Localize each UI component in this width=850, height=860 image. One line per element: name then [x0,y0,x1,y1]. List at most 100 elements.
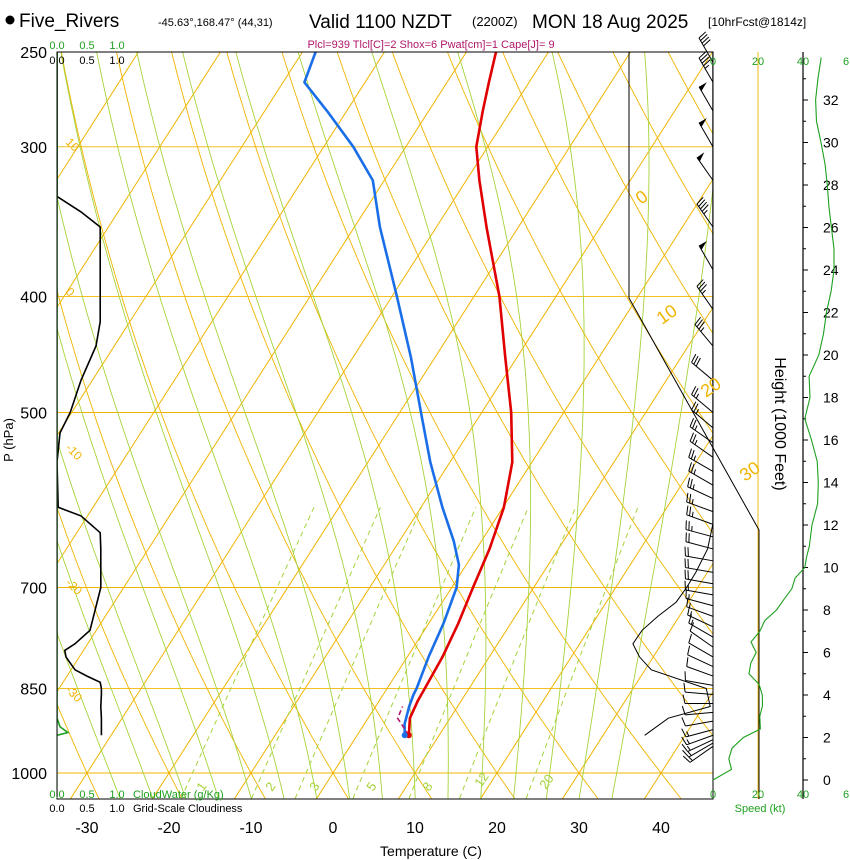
wind-barb-full [688,614,692,624]
speed-scale-label: Speed (kt) [735,803,786,815]
theta-label: 30 [736,457,764,485]
cloudwater-scale-top: 1.0 [109,40,124,52]
wind-barb [696,196,714,228]
moist-adiabat-line [297,52,449,799]
pressure-tick-label: 400 [20,289,47,306]
wind-barb-flag [699,82,707,92]
wind-barb-full [686,505,689,515]
isotherm-label: 0 [63,285,78,300]
height-tick-label: 10 [823,560,839,576]
moist-adiabat-line [57,326,219,799]
moist-adiabat-line [545,52,585,799]
wind-barb-staff [685,720,714,727]
wind-barb-half [690,619,694,625]
mixing-ratio-label: 3 [306,779,322,794]
wind-barb-full [689,506,692,516]
isotherm-line [0,773,5,799]
wind-barb [698,118,714,148]
wind-barb [688,614,714,638]
moist-adiabat-line [457,52,532,799]
wind-barb-full [683,682,686,693]
cloudwater-scale-top: 0.5 [79,40,94,52]
pressure-tick-label: 700 [20,580,47,597]
wind-barb [698,51,714,83]
wind-barb-staff [686,514,714,525]
wind-barb-full [686,492,689,503]
wind-barb-full [693,388,699,397]
isotherm-label: -20 [63,576,85,598]
mixing-ratio-label: 12 [471,769,492,789]
dewpoint-profile [303,52,461,736]
isotherm-line [726,773,743,799]
parcel-info: Plcl=939 Tlcl[C]=2 Shox=6 Pwat[cm]=1 Cap… [307,39,554,51]
height-tick-label: 18 [823,390,839,406]
height-tick-label: 30 [823,135,839,151]
wind-barb [698,82,714,112]
wind-barb-staff [687,739,714,752]
wind-barb-staff [685,598,714,607]
wind-barb-full [696,279,704,287]
wind-barb-staff [696,157,714,181]
mixing-ratio-line [459,507,577,799]
isotherm-line [57,52,221,309]
dry-adiabat-line [226,52,599,799]
height-axis-title: Height (1000 Feet) [771,357,788,490]
wind-barb-staff [686,666,714,677]
wind-barb-staff [685,578,714,585]
wind-barb [686,505,714,525]
profiles-layer [57,52,713,739]
height-tick-label: 24 [823,262,839,278]
wind-barb-full [693,355,699,365]
parcel-path [396,706,410,736]
wind-barb-staff [698,37,714,63]
dry-adiabat-line [281,52,682,799]
wind-barb-half [704,64,710,69]
wind-barb-staff [688,622,714,638]
cloudiness-scale-bottom: 0.0 [49,803,64,815]
wind-barb-full [703,39,711,47]
cloudwater-scale-bottom: 0.5 [79,789,94,801]
speed-scale-outer-top: 6 [843,56,849,68]
wind-barb [696,152,714,181]
mixing-ratio-line [408,507,529,799]
wind-barb-half [691,511,694,517]
wind-barb [691,401,714,429]
wind-barb-full [689,432,695,442]
cloudiness-scale-bottom: 1.0 [109,803,124,815]
cloudiness-scale-bottom: 0.5 [79,803,94,815]
wind-barb [683,682,714,696]
moist-adiabat-line [57,632,121,799]
temperature-tick-label: 30 [570,820,588,837]
station-coords: -45.63°,168.47° (44,31) [158,17,273,29]
wind-barb [696,279,714,310]
dry-adiabat-line [116,52,432,799]
wind-barb-full [696,319,703,328]
pressure-tick-label: 1000 [11,766,47,783]
wind-speed-curve [712,57,835,781]
wind-barb-staff [688,742,714,758]
wind-barb-full [688,462,692,472]
height-tick-label: 14 [823,475,839,491]
wind-barb [681,717,714,727]
wind-barb-full [681,743,689,752]
dry-adiabat-line [667,52,713,135]
wind-barb-full [681,705,686,715]
wind-barb-half [688,756,693,762]
wind-barb-full [688,634,692,644]
mixing-ratio-line [294,507,422,799]
moist-adiabat-line [60,52,285,799]
temperature-tick-label: 0 [329,820,338,837]
wind-barb-full [701,56,710,64]
wind-barb-half [691,498,694,505]
wind-barb [691,386,714,413]
moist-adiabat-line [182,52,383,799]
height-tick-label: 20 [823,347,839,363]
mixing-ratio-label: 2 [262,779,278,794]
wind-barb-staff [689,745,714,763]
wind-barb-full [692,434,697,444]
mixing-ratio-label: 8 [419,779,435,794]
dry-adiabat-line [446,52,713,535]
wind-barb-staff [691,394,714,413]
